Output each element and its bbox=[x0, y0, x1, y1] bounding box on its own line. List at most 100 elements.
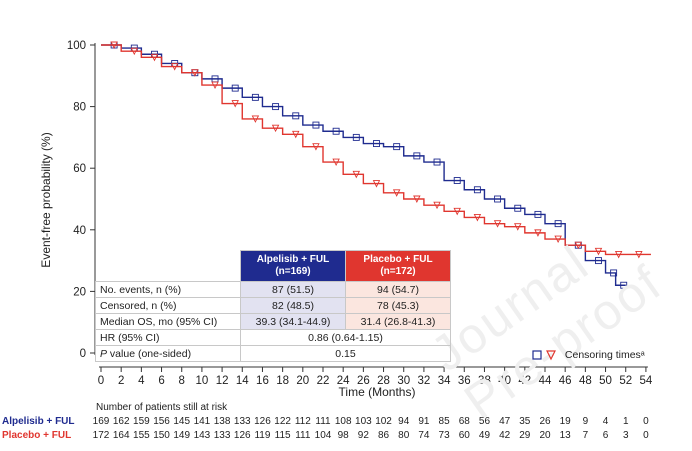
censor-mark bbox=[574, 241, 583, 250]
x-tick-label: 10 bbox=[196, 375, 209, 387]
x-tick-label: 38 bbox=[478, 375, 491, 387]
risk-count: 126 bbox=[233, 430, 251, 441]
risk-count: 20 bbox=[539, 430, 551, 441]
risk-count: 172 bbox=[92, 430, 110, 441]
risk-count: 126 bbox=[254, 416, 271, 427]
risk-count: 0 bbox=[643, 416, 649, 427]
header-alpelisib: Alpelisib + FUL (n=169) bbox=[240, 250, 346, 282]
risk-count: 3 bbox=[622, 430, 629, 441]
legend: Censoring timesᵃ bbox=[532, 349, 645, 361]
censor-mark bbox=[514, 223, 522, 231]
risk-count: 145 bbox=[173, 416, 191, 427]
censor-mark bbox=[332, 127, 340, 135]
censor-legend-icon bbox=[532, 350, 556, 361]
curves bbox=[101, 41, 651, 289]
risk-count: 150 bbox=[153, 430, 170, 441]
risk-count: 60 bbox=[458, 430, 470, 441]
censor-mark bbox=[393, 143, 401, 151]
risk-count: 159 bbox=[133, 416, 150, 427]
censor-mark bbox=[494, 195, 502, 203]
table-row: Median OS, mo (95% CI) 39.3 (34.1-44.9) … bbox=[95, 313, 451, 330]
risk-table-title: Number of patients still at risk bbox=[96, 402, 228, 413]
risk-count: 56 bbox=[478, 416, 491, 427]
censor-mark bbox=[413, 152, 421, 160]
censor-mark bbox=[352, 133, 360, 141]
censor-mark bbox=[130, 47, 139, 56]
censor-mark bbox=[453, 177, 461, 184]
risk-count: 68 bbox=[458, 416, 470, 427]
x-tick-label: 16 bbox=[256, 375, 269, 387]
x-axis-label: Time (Months) bbox=[339, 385, 416, 399]
y-tick-label: 0 bbox=[80, 348, 86, 360]
x-tick-label: 50 bbox=[599, 375, 612, 387]
risk-count: 111 bbox=[315, 416, 331, 427]
y-tick-label: 40 bbox=[73, 225, 86, 237]
x-tick-label: 4 bbox=[138, 375, 145, 387]
x-tick-label: 28 bbox=[377, 375, 390, 387]
censor-mark bbox=[251, 93, 259, 101]
x-tick-label: 14 bbox=[236, 375, 249, 387]
risk-count: 91 bbox=[418, 416, 430, 427]
risk-count: 85 bbox=[438, 416, 450, 427]
risk-count: 4 bbox=[602, 416, 609, 427]
censor-mark bbox=[372, 180, 381, 188]
x-tick-label: 36 bbox=[458, 375, 471, 387]
risk-count: 47 bbox=[499, 416, 511, 427]
risk-count: 1 bbox=[622, 416, 629, 427]
risk-count: 164 bbox=[112, 430, 130, 441]
y-axis-label: Event-free probability (%) bbox=[39, 132, 53, 267]
x-tick-label: 42 bbox=[518, 375, 531, 387]
censor-mark bbox=[620, 281, 628, 289]
risk-count: 108 bbox=[334, 416, 352, 427]
risk-count: 102 bbox=[375, 416, 392, 427]
risk-count: 19 bbox=[559, 416, 571, 427]
x-tick-label: 40 bbox=[498, 375, 511, 387]
risk-count: 133 bbox=[213, 430, 231, 441]
risk-count: 29 bbox=[519, 430, 531, 441]
x-tick-label: 24 bbox=[337, 375, 350, 387]
censor-mark bbox=[272, 103, 280, 111]
censor-mark bbox=[554, 220, 562, 228]
risk-count: 162 bbox=[112, 416, 130, 427]
censor-mark bbox=[473, 186, 481, 194]
censor-mark bbox=[493, 220, 502, 228]
x-tick-label: 54 bbox=[640, 375, 653, 387]
risk-count: 119 bbox=[254, 430, 271, 441]
x-tick-label: 44 bbox=[539, 375, 552, 387]
censor-mark bbox=[150, 53, 159, 62]
censor-mark bbox=[554, 235, 562, 244]
x-tick-label: 0 bbox=[98, 375, 104, 387]
censor-mark bbox=[251, 115, 260, 123]
censor-mark bbox=[292, 130, 300, 139]
table-row: P value (one-sided) 0.15 bbox=[95, 345, 451, 362]
x-tick-label: 32 bbox=[418, 375, 431, 387]
risk-count: 0 bbox=[643, 430, 649, 441]
censor-mark bbox=[610, 269, 618, 277]
risk-count: 92 bbox=[357, 430, 369, 441]
censor-mark bbox=[433, 201, 441, 210]
censor-mark bbox=[413, 195, 421, 204]
risk-count: 122 bbox=[274, 416, 291, 427]
x-tick-label: 34 bbox=[438, 375, 451, 387]
risk-count: 104 bbox=[314, 430, 332, 441]
x-tick-label: 52 bbox=[619, 375, 632, 387]
y-tick-label: 60 bbox=[73, 163, 86, 175]
censor-mark bbox=[614, 250, 623, 259]
risk-count: 149 bbox=[173, 430, 191, 441]
risk-count: 94 bbox=[398, 416, 410, 427]
censor-mark bbox=[332, 158, 340, 167]
x-tick-label: 2 bbox=[118, 375, 124, 387]
risk-count: 155 bbox=[133, 430, 150, 441]
censor-mark bbox=[473, 214, 482, 222]
censor-mark bbox=[373, 140, 380, 148]
x-tick-label: 26 bbox=[357, 375, 370, 387]
censor-mark bbox=[110, 41, 118, 50]
censor-mark bbox=[352, 170, 361, 179]
censor-mark bbox=[211, 81, 219, 90]
censor-mark bbox=[191, 69, 199, 77]
censor-mark bbox=[594, 247, 603, 256]
risk-count: 138 bbox=[213, 416, 231, 427]
censor-mark bbox=[453, 207, 461, 216]
censor-mark bbox=[271, 124, 280, 133]
